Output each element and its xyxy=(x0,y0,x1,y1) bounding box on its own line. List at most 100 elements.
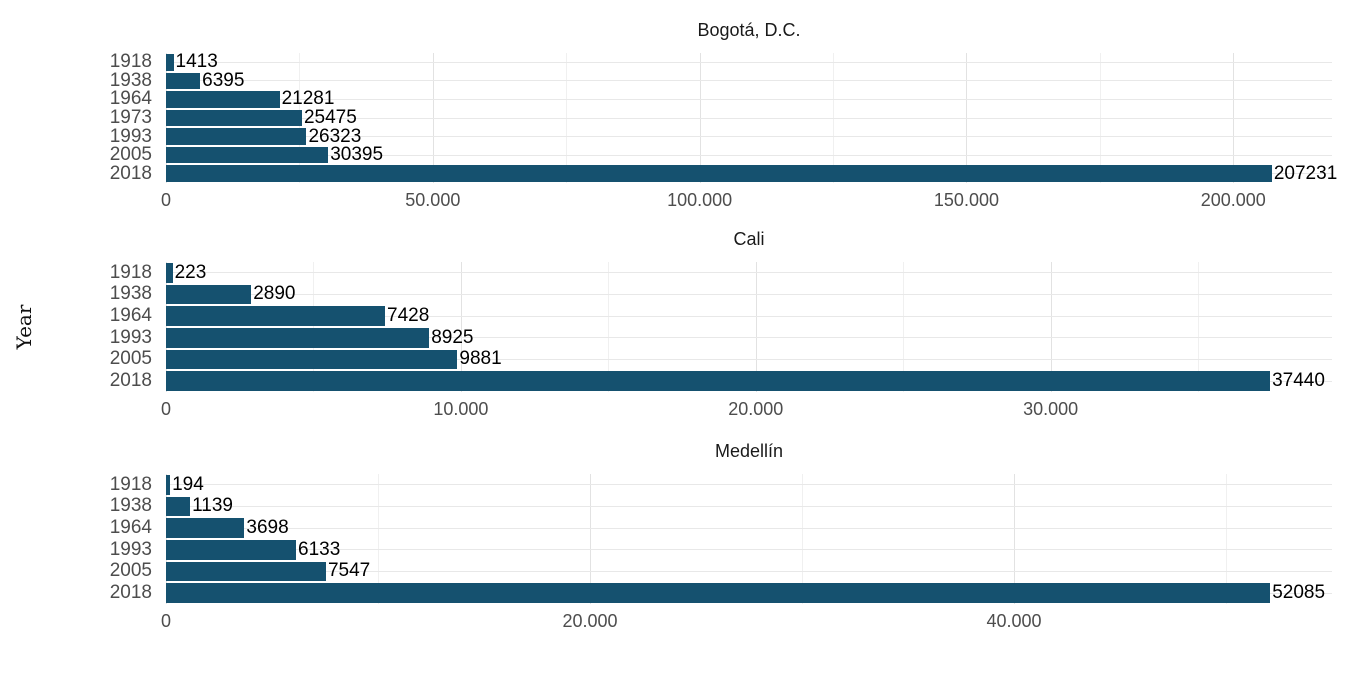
gridline-horizontal xyxy=(166,571,1332,572)
gridline-minor xyxy=(608,262,610,392)
bar-cali-1964 xyxy=(166,306,386,326)
gridline-minor xyxy=(903,262,905,392)
bar-value-label: 7547 xyxy=(327,560,371,582)
bar-value-label: 25475 xyxy=(303,106,357,128)
bar-value-label: 1139 xyxy=(192,495,233,517)
bar-cali-2018 xyxy=(166,371,1271,391)
chart-section-cali: Cali 1918 223 1938 2890 1964 7428 1993 8925 2005 9… xyxy=(0,229,1350,437)
bar-bogota-d-c-1938 xyxy=(166,72,201,90)
bar-value-label: 6395 xyxy=(202,69,245,91)
y-tick-label: 1964 xyxy=(109,517,152,539)
y-tick-label: 1918 xyxy=(109,51,152,73)
y-tick-label: 1918 xyxy=(109,473,152,495)
bar-bogota-d-c-1973 xyxy=(166,109,302,127)
gridline-horizontal xyxy=(166,527,1332,529)
y-tick-label: 1993 xyxy=(109,125,152,147)
bar-medellin-2018 xyxy=(166,583,1271,603)
bar-value-label: 37440 xyxy=(1272,370,1325,392)
y-tick-label: 2018 xyxy=(109,370,152,392)
y-tick-label: 1938 xyxy=(109,495,152,517)
bar-cali-1993 xyxy=(166,328,430,348)
y-tick-label: 2018 xyxy=(109,582,152,604)
chart-section-medellin: Medellín 1918 194 1938 1139 1964 3698 1993 6133 2… xyxy=(0,441,1350,649)
gridline-horizontal xyxy=(166,549,1332,551)
gridline-horizontal xyxy=(166,359,1332,360)
bar-bogota-d-c-2005 xyxy=(166,146,329,164)
gridline-horizontal xyxy=(166,484,1332,486)
gridline-horizontal xyxy=(166,61,1332,63)
y-tick-label: 2005 xyxy=(109,560,152,582)
bar-bogota-d-c-1964 xyxy=(166,91,280,108)
bar-cali-1938 xyxy=(166,284,252,305)
gridline-major xyxy=(755,262,757,392)
plot-panel-cali: 1918 223 1938 2890 1964 7428 1993 8925 2005 9881 2… xyxy=(110,261,1332,392)
x-tick-label: 20.000 xyxy=(728,399,784,419)
bar-value-label: 6133 xyxy=(298,538,341,560)
y-tick-label: 2018 xyxy=(109,162,152,184)
y-tick-label: 1973 xyxy=(109,106,152,128)
bar-value-label: 207231 xyxy=(1273,162,1338,184)
x-tick-label: 10.000 xyxy=(433,399,489,419)
bar-value-label: 223 xyxy=(174,261,207,283)
y-tick-label: 1938 xyxy=(109,69,152,91)
y-tick-label: 2005 xyxy=(109,144,152,166)
bar-cali-1918 xyxy=(166,263,173,283)
gridline-minor xyxy=(1226,474,1227,604)
chart-section-bogota-d-c: Bogotá, D.C. 1918 1413 1938 6395 1964 21281 197… xyxy=(0,20,1350,228)
x-tick-label: 50.000 xyxy=(405,190,461,210)
x-tick-label: 40.000 xyxy=(986,611,1042,631)
x-tick-label: 20.000 xyxy=(562,611,618,631)
gridline-minor xyxy=(1198,262,1200,392)
x-tick-label: 0 xyxy=(160,611,171,631)
bar-value-label: 7428 xyxy=(387,305,430,327)
y-tick-label: 1993 xyxy=(109,538,152,560)
x-tick-label: 30.000 xyxy=(1023,399,1079,419)
plot-panel-medellin: 1918 194 1938 1139 1964 3698 1993 6133 2005 7547 2… xyxy=(110,473,1332,604)
bar-value-label: 21281 xyxy=(281,88,335,110)
gridline-horizontal xyxy=(166,315,1332,317)
gridline-horizontal xyxy=(166,117,1332,119)
y-tick-label: 1918 xyxy=(109,261,152,283)
bar-medellin-1993 xyxy=(166,540,297,560)
bar-bogota-d-c-2018 xyxy=(166,165,1272,182)
y-tick-label: 1964 xyxy=(109,305,152,327)
bar-value-label: 8925 xyxy=(431,326,474,348)
gridline-minor xyxy=(802,474,803,604)
bar-medellin-2005 xyxy=(166,561,326,582)
gridline-major xyxy=(166,474,167,604)
gridline-horizontal xyxy=(166,154,1332,156)
gridline-horizontal xyxy=(166,80,1332,82)
bar-value-label: 26323 xyxy=(308,125,362,147)
gridline-horizontal xyxy=(166,98,1332,100)
y-tick-label: 2005 xyxy=(109,348,152,370)
gridline-horizontal xyxy=(166,294,1332,295)
gridline-major xyxy=(1014,474,1015,604)
y-tick-label: 1964 xyxy=(109,88,152,110)
plot-panel-bogota-d-c: 1918 1413 1938 6395 1964 21281 1973 25475 1993 26… xyxy=(110,51,1338,183)
bar-value-label: 3698 xyxy=(246,517,289,539)
chart-title-medellin: Medellín xyxy=(714,441,784,461)
bar-value-label: 30395 xyxy=(330,144,384,166)
x-tick-label: 150.000 xyxy=(933,190,999,210)
gridline-horizontal xyxy=(166,506,1332,507)
gridline-major xyxy=(460,262,462,392)
bar-medellin-1964 xyxy=(166,518,245,538)
gridline-major xyxy=(166,262,167,392)
gridline-major xyxy=(590,474,591,604)
bar-bogota-d-c-1918 xyxy=(166,54,174,71)
bar-value-label: 194 xyxy=(172,473,204,495)
bar-value-label: 1413 xyxy=(175,51,218,73)
chart-title-bogota-d-c: Bogotá, D.C. xyxy=(697,20,801,40)
bar-bogota-d-c-1993 xyxy=(166,128,307,145)
gridline-horizontal xyxy=(166,337,1332,339)
bar-value-label: 52085 xyxy=(1272,582,1326,604)
y-tick-label: 1993 xyxy=(109,326,152,348)
x-tick-label: 0 xyxy=(160,190,171,210)
chart-title-cali: Cali xyxy=(733,229,765,249)
y-tick-label: 1938 xyxy=(109,283,152,305)
bar-value-label: 9881 xyxy=(459,348,502,370)
gridline-minor xyxy=(378,474,379,604)
bar-medellin-1938 xyxy=(166,496,191,517)
gridline-major xyxy=(1050,262,1052,392)
